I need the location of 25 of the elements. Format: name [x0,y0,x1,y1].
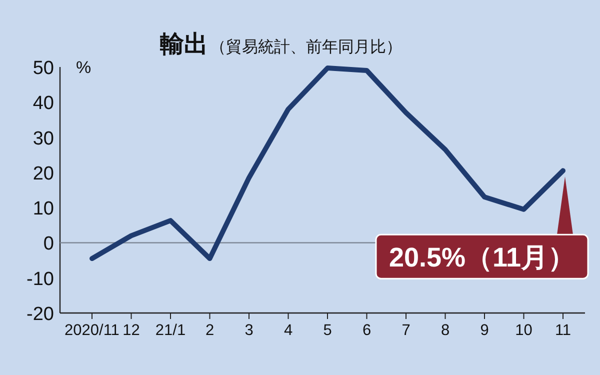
y-tick-label: 40 [32,93,54,114]
x-tick-label: 21/1 [155,322,186,339]
chart-title: 輸出 [159,31,208,58]
x-tick-label: 6 [362,322,372,339]
y-tick-label: 0 [43,234,54,255]
x-tick-label: 4 [284,322,293,339]
chart-subtitle: （貿易統計、前年同月比） [210,38,402,56]
x-tick-label: 11 [554,322,572,339]
y-tick-label: 20 [32,163,54,184]
x-tick-label: 12 [122,322,140,339]
x-tick-label: 8 [440,322,450,339]
x-tick-label: 2020/11 [64,322,120,339]
y-tick-label: 10 [32,198,54,220]
x-tick-label: 3 [244,322,254,339]
y-tick-label: 50 [32,58,54,79]
annotation: 20.5%（11月） [388,242,576,273]
x-tick-label: 5 [323,322,332,339]
x-tick-label: 2 [205,322,214,339]
x-tick-label: 7 [402,322,410,339]
y-tick-label: -20 [26,304,54,325]
y-tick-label: -10 [26,268,54,290]
x-tick-label: 10 [515,322,533,339]
y-axis-title: % [76,58,92,77]
y-tick-label: 30 [32,128,54,150]
x-tick-label: 9 [480,322,489,339]
